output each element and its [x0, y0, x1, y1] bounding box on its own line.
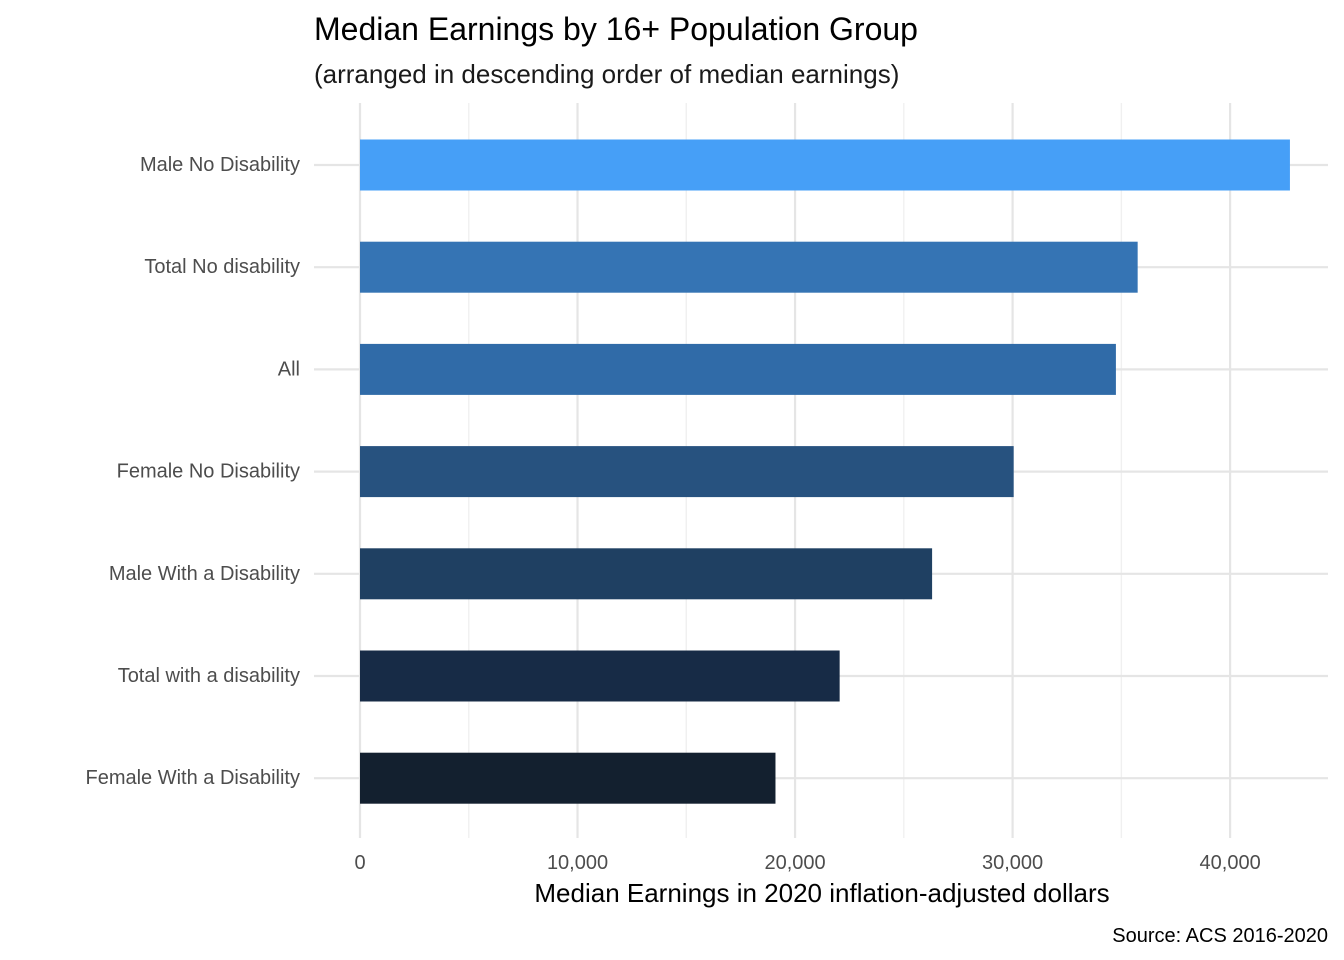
y-tick-label: Male With a Disability	[109, 563, 300, 585]
bar	[360, 650, 840, 702]
x-tick-label: 10,000	[547, 852, 608, 874]
chart-title: Median Earnings by 16+ Population Group	[314, 11, 918, 47]
x-axis-labels: 0 10,000 20,000 30,000 40,000	[354, 852, 1260, 874]
chart-subtitle: (arranged in descending order of median …	[314, 59, 899, 89]
y-tick-label: All	[278, 358, 300, 380]
y-tick-label: Total No disability	[144, 256, 300, 278]
x-tick-label: 20,000	[764, 852, 825, 874]
bar	[360, 446, 1014, 498]
bars	[360, 139, 1290, 804]
bar	[360, 241, 1138, 293]
bar	[360, 139, 1290, 191]
y-tick-label: Male No Disability	[140, 154, 300, 176]
bar	[360, 548, 933, 600]
x-tick-label: 30,000	[982, 852, 1043, 874]
chart-caption: Source: ACS 2016-2020	[1112, 925, 1328, 947]
x-tick-label: 40,000	[1200, 852, 1261, 874]
bar	[360, 752, 776, 804]
y-axis-labels: Male No Disability Total No disability All…	[85, 154, 300, 789]
x-axis-title: Median Earnings in 2020 inflation-adjust…	[534, 878, 1109, 908]
y-tick-label: Female No Disability	[117, 461, 300, 483]
bar	[360, 343, 1116, 395]
y-tick-label: Total with a disability	[118, 665, 300, 687]
y-tick-label: Female With a Disability	[85, 767, 300, 789]
x-tick-label: 0	[354, 852, 365, 874]
